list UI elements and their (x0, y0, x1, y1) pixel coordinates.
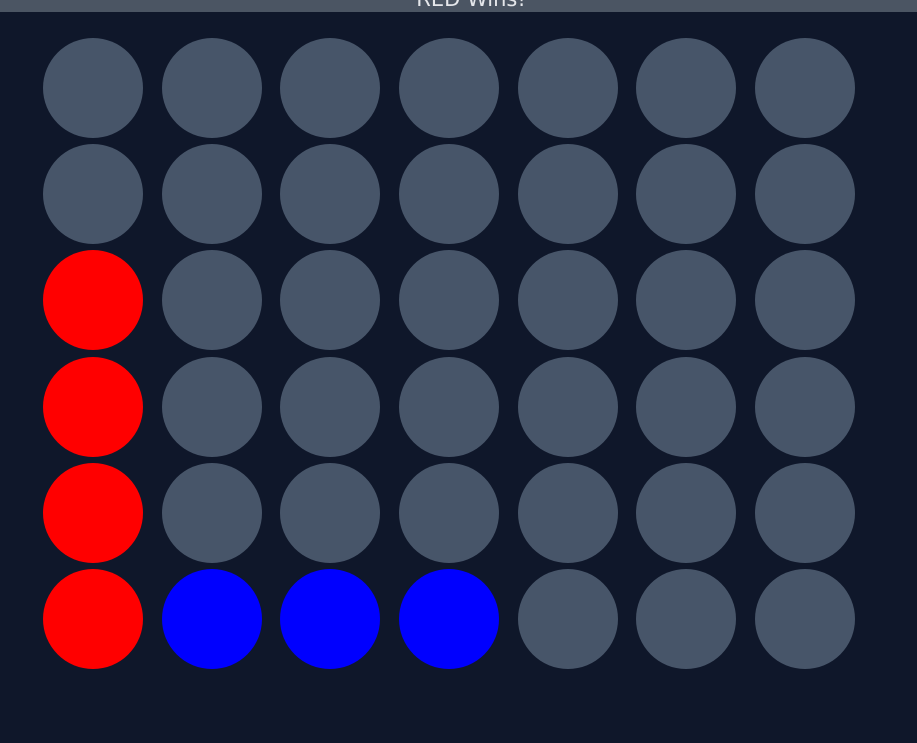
empty-slot-r2-c4[interactable] (399, 144, 499, 244)
empty-slot-r5-c3[interactable] (280, 463, 380, 563)
empty-slot-r4-c5[interactable] (518, 357, 618, 457)
empty-slot-r5-c2[interactable] (162, 463, 262, 563)
blue-disc-r6-c2[interactable] (162, 569, 262, 669)
status-bar: RED Wins! (0, 0, 917, 12)
game-board (43, 38, 855, 669)
empty-slot-r2-c5[interactable] (518, 144, 618, 244)
empty-slot-r2-c1[interactable] (43, 144, 143, 244)
empty-slot-r1-c2[interactable] (162, 38, 262, 138)
empty-slot-r3-c4[interactable] (399, 250, 499, 350)
blue-disc-r6-c3[interactable] (280, 569, 380, 669)
blue-disc-r6-c4[interactable] (399, 569, 499, 669)
empty-slot-r6-c5[interactable] (518, 569, 618, 669)
empty-slot-r3-c6[interactable] (636, 250, 736, 350)
empty-slot-r6-c6[interactable] (636, 569, 736, 669)
empty-slot-r2-c7[interactable] (755, 144, 855, 244)
empty-slot-r3-c3[interactable] (280, 250, 380, 350)
red-disc-r4-c1[interactable] (43, 357, 143, 457)
empty-slot-r4-c4[interactable] (399, 357, 499, 457)
empty-slot-r3-c7[interactable] (755, 250, 855, 350)
empty-slot-r6-c7[interactable] (755, 569, 855, 669)
empty-slot-r4-c6[interactable] (636, 357, 736, 457)
winner-message: RED Wins! (0, 0, 917, 12)
empty-slot-r5-c4[interactable] (399, 463, 499, 563)
empty-slot-r2-c6[interactable] (636, 144, 736, 244)
empty-slot-r3-c2[interactable] (162, 250, 262, 350)
empty-slot-r4-c7[interactable] (755, 357, 855, 457)
empty-slot-r5-c5[interactable] (518, 463, 618, 563)
empty-slot-r1-c6[interactable] (636, 38, 736, 138)
empty-slot-r3-c5[interactable] (518, 250, 618, 350)
empty-slot-r2-c3[interactable] (280, 144, 380, 244)
red-disc-r5-c1[interactable] (43, 463, 143, 563)
empty-slot-r1-c3[interactable] (280, 38, 380, 138)
red-disc-r3-c1[interactable] (43, 250, 143, 350)
empty-slot-r1-c1[interactable] (43, 38, 143, 138)
empty-slot-r5-c7[interactable] (755, 463, 855, 563)
empty-slot-r5-c6[interactable] (636, 463, 736, 563)
empty-slot-r2-c2[interactable] (162, 144, 262, 244)
empty-slot-r4-c2[interactable] (162, 357, 262, 457)
empty-slot-r1-c5[interactable] (518, 38, 618, 138)
empty-slot-r1-c4[interactable] (399, 38, 499, 138)
empty-slot-r4-c3[interactable] (280, 357, 380, 457)
empty-slot-r1-c7[interactable] (755, 38, 855, 138)
red-disc-r6-c1[interactable] (43, 569, 143, 669)
